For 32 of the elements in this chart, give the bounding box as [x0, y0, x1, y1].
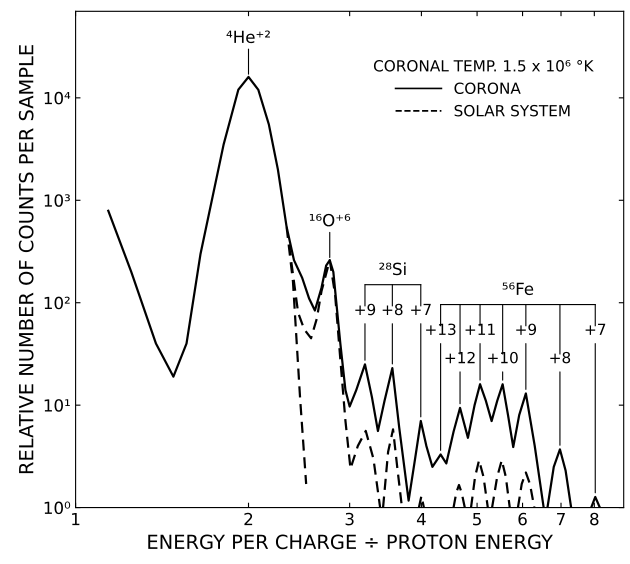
y-tick-label: 10² [44, 296, 70, 310]
annotation: +9 [355, 304, 376, 316]
annotation: +10 [488, 352, 518, 364]
legend-title: CORONAL TEMP. 1.5 x 10⁶ °K [374, 60, 594, 72]
annotation: +9 [516, 324, 536, 336]
annotation: ²⁸Si [379, 262, 406, 276]
y-tick-label: 10⁴ [44, 92, 70, 104]
legend-label: CORONA [454, 82, 521, 94]
annotation: +8 [550, 352, 570, 364]
x-tick-label: 4 [416, 512, 426, 526]
y-tick-label: 10³ [44, 194, 70, 207]
annotation: +12 [446, 352, 475, 364]
x-tick-label: 7 [557, 512, 565, 526]
x-tick-label: 3 [346, 512, 354, 526]
annotation: +13 [426, 324, 456, 336]
annotation: +11 [466, 324, 495, 335]
annotation: +7 [411, 304, 431, 316]
x-tick-label: 8 [590, 512, 598, 526]
x-tick-label: 6 [518, 512, 527, 526]
annotation: +8 [382, 304, 403, 316]
annotation: ⁵⁶Fe [502, 282, 534, 296]
x-tick-label: 2 [244, 512, 252, 526]
x-tick-label: 1 [72, 512, 80, 526]
x-tick-label: 5 [473, 512, 481, 526]
y-tick-label: 10¹ [44, 399, 70, 412]
y-tick-label: 10⁰ [44, 502, 70, 514]
annotation: ¹⁶O⁺⁶ [310, 214, 350, 226]
x-axis-title: ENERGY PER CHARGE ÷ PROTON ENERGY [148, 534, 553, 550]
annotation: +7 [586, 324, 606, 335]
legend-label: SOLAR SYSTEM [454, 104, 570, 116]
y-axis-title: RELATIVE NUMBER OF COUNTS PER SAMPLE [18, 45, 34, 474]
annotation: ⁴He⁺² [226, 30, 270, 44]
